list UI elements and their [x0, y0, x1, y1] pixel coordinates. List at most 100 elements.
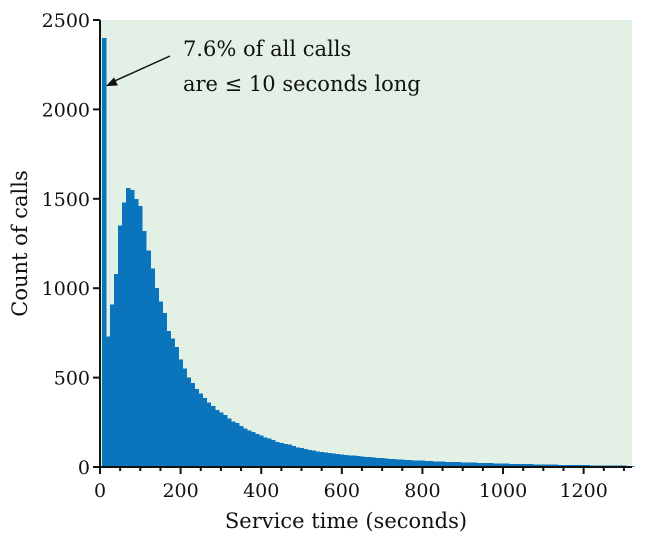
histogram-bar [102, 37, 107, 467]
y-tick-label: 0 [78, 457, 90, 479]
histogram-bar [456, 462, 462, 467]
histogram-bar [323, 452, 329, 467]
histogram-bar [412, 460, 417, 467]
histogram-bar [557, 464, 562, 467]
histogram-bar [347, 455, 353, 467]
x-tick-label: 1000 [479, 480, 527, 502]
histogram-bar [307, 449, 312, 467]
histogram-bar [363, 456, 369, 467]
histogram-bar [436, 461, 441, 467]
histogram-bar [501, 463, 506, 467]
annotation: 7.6% of all calls are ≤ 10 seconds long [106, 37, 421, 96]
histogram-bar [472, 462, 478, 467]
histogram-bar [355, 456, 361, 467]
x-tick-label: 200 [162, 480, 198, 502]
histogram-bar [275, 441, 280, 467]
histogram-bar [122, 202, 127, 467]
histogram-bar [408, 460, 413, 467]
histogram-bar [150, 268, 155, 467]
histogram-bar [299, 448, 304, 467]
histogram-bar [202, 398, 208, 467]
histogram-bar [279, 442, 284, 467]
histogram-bar [235, 423, 240, 467]
histogram-bar [460, 462, 466, 467]
histogram-bar [162, 313, 167, 467]
histogram-bar [339, 454, 345, 467]
histogram-bars [102, 37, 635, 468]
histogram-bar [142, 230, 147, 467]
histogram-bar [283, 443, 288, 467]
histogram-bar [480, 463, 486, 467]
histogram-bar [384, 458, 389, 467]
histogram-bar [517, 463, 522, 467]
histogram-bar [444, 461, 450, 467]
histogram-bar [214, 409, 220, 467]
y-tick-label: 1000 [42, 278, 90, 300]
histogram-bar [368, 457, 373, 467]
histogram-bar [194, 389, 200, 467]
histogram-bar [263, 437, 268, 467]
histogram-bar [359, 456, 365, 467]
histogram-bar [420, 460, 425, 467]
histogram-bar [218, 412, 224, 467]
histogram-bar [130, 189, 135, 468]
histogram-bar [440, 461, 445, 467]
histogram-bar [335, 453, 341, 467]
histogram-bar [186, 377, 192, 467]
histogram-bar [210, 406, 216, 467]
histogram-bar [190, 382, 196, 467]
y-axis-title: Count of calls [8, 170, 32, 316]
histogram-bar [428, 461, 433, 467]
histogram-bar [496, 463, 502, 467]
y-tick-label: 1500 [42, 189, 90, 211]
histogram-bar [222, 415, 228, 467]
histogram-bar [251, 432, 256, 467]
histogram-bar [424, 460, 429, 467]
histogram-bar [392, 459, 397, 467]
histogram-bar [311, 450, 317, 467]
histogram-bar [230, 421, 236, 467]
histogram-bar [174, 347, 179, 467]
histogram-bar [537, 464, 542, 467]
histogram-bar [247, 430, 252, 467]
histogram-bar [259, 435, 264, 467]
histogram-bar [315, 451, 321, 467]
histogram-bar [118, 225, 123, 467]
histogram-bar [271, 440, 276, 467]
histogram-bar [319, 451, 325, 467]
histogram-bar [488, 463, 494, 467]
histogram-bar [327, 452, 333, 467]
x-tick-label: 800 [404, 480, 440, 502]
x-axis-title: Service time (seconds) [225, 509, 467, 533]
histogram-bar [170, 338, 175, 467]
annotation-line-1: 7.6% of all calls [183, 37, 351, 61]
histogram-bar [404, 459, 409, 467]
histogram-bar [525, 464, 530, 467]
histogram-bar [134, 198, 139, 468]
histogram-bar [166, 331, 171, 467]
histogram-bar [541, 464, 546, 467]
histogram-bar [561, 464, 566, 467]
histogram-bar [372, 457, 377, 467]
histogram-bar [106, 336, 111, 467]
histogram-bar [380, 458, 385, 467]
histogram-bar [509, 463, 514, 467]
histogram-bar [154, 288, 159, 467]
histogram-bar [110, 304, 115, 467]
histogram-bar [432, 461, 437, 467]
histogram-bar [468, 462, 474, 467]
histogram-bar [182, 368, 188, 467]
histogram-bar [388, 458, 393, 467]
histogram-bar [545, 464, 550, 467]
annotation-arrow [111, 55, 171, 83]
y-tick-label: 500 [54, 368, 90, 390]
histogram-bar [303, 449, 308, 467]
histogram-bar [452, 462, 458, 467]
histogram-bar [255, 433, 260, 467]
histogram-bar [448, 461, 454, 467]
histogram-bar [400, 459, 405, 467]
histogram-bar [565, 464, 570, 467]
histogram-bar [239, 425, 244, 467]
histogram-bar [553, 464, 558, 467]
